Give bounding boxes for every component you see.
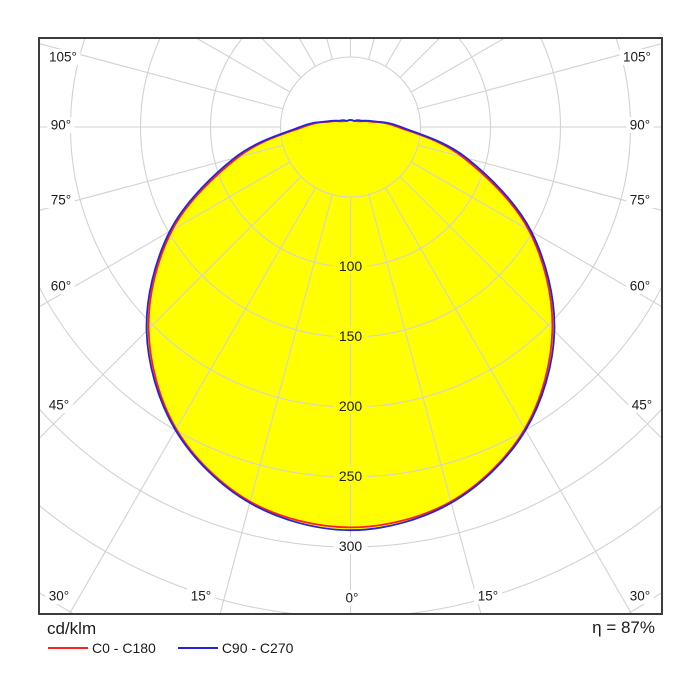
angle-tick-label: 105° — [623, 50, 651, 65]
angle-tick-bg — [626, 192, 654, 208]
angle-tick-label: 15° — [191, 589, 211, 604]
efficiency-label: η = 87% — [592, 618, 655, 637]
angle-gridline — [399, 176, 662, 440]
angle-tick-label: 30° — [49, 589, 69, 604]
curve-c90-c270 — [145, 119, 556, 532]
angle-tick-label: 75° — [51, 193, 71, 208]
angle-gridline — [219, 194, 333, 614]
angle-tick-bg — [628, 397, 656, 413]
angle-tick-label: 90° — [51, 118, 71, 133]
angle-tick-label: 45° — [49, 398, 69, 413]
radial-tick-label: 200 — [339, 398, 363, 414]
angle-tick-label: 15° — [478, 589, 498, 604]
angle-tick-bg — [47, 278, 75, 294]
angle-gridline — [385, 187, 633, 614]
c0-c180-line-swatch — [48, 647, 88, 649]
angle-tick-label: 30° — [630, 589, 650, 604]
unit-label: cd/klm — [47, 619, 97, 638]
angle-gridline — [195, 38, 291, 93]
radial-tick-label: 250 — [339, 468, 363, 484]
radial-tick-bg — [333, 327, 368, 344]
angle-tick-label: 105° — [49, 50, 77, 65]
radial-tick-label: 150 — [339, 328, 363, 344]
angle-gridline — [39, 144, 284, 212]
angle-tick-label: 60° — [630, 279, 650, 294]
angle-tick-bg — [341, 590, 363, 606]
angle-tick-bg — [626, 278, 654, 294]
angle-tick-bg — [47, 117, 75, 133]
angle-tick-bg — [474, 588, 502, 604]
angle-gridline — [368, 38, 375, 60]
angle-tick-label: 60° — [51, 279, 71, 294]
legend-label-c90-c270: C90 - C270 — [221, 640, 294, 656]
angle-tick-bg — [187, 588, 215, 604]
radial-tick-bg — [333, 467, 368, 484]
legend-label-c0-c180: C0 - C180 — [92, 640, 156, 656]
angle-tick-bg — [45, 397, 73, 413]
angle-tick-label: 45° — [632, 398, 652, 413]
angle-tick-label: 75° — [630, 193, 650, 208]
angle-gridline — [326, 38, 333, 60]
angle-tick-bg — [45, 588, 73, 604]
c90-c270-line-swatch — [177, 647, 218, 649]
angle-tick-bg — [619, 49, 655, 65]
angle-gridline — [417, 144, 662, 212]
angle-gridline — [39, 42, 284, 110]
angle-gridline — [68, 187, 316, 614]
angle-tick-bg — [45, 49, 81, 65]
angle-tick-label: 90° — [630, 118, 650, 133]
legend: C0 - C180 C90 - C270 — [48, 640, 315, 656]
angle-gridline — [417, 42, 662, 110]
angle-gridline — [39, 176, 302, 440]
radial-tick-bg — [333, 257, 368, 274]
angle-tick-bg — [626, 117, 654, 133]
radial-tick-label: 300 — [339, 538, 363, 554]
radial-tick-bg — [333, 537, 368, 554]
angle-tick-bg — [626, 588, 654, 604]
plot-border — [38, 37, 663, 615]
angle-tick-bg — [47, 192, 75, 208]
angle-gridline — [410, 38, 506, 93]
radial-tick-bg — [333, 397, 368, 414]
angle-tick-label: 0° — [346, 591, 359, 606]
radial-tick-label: 100 — [339, 258, 363, 274]
